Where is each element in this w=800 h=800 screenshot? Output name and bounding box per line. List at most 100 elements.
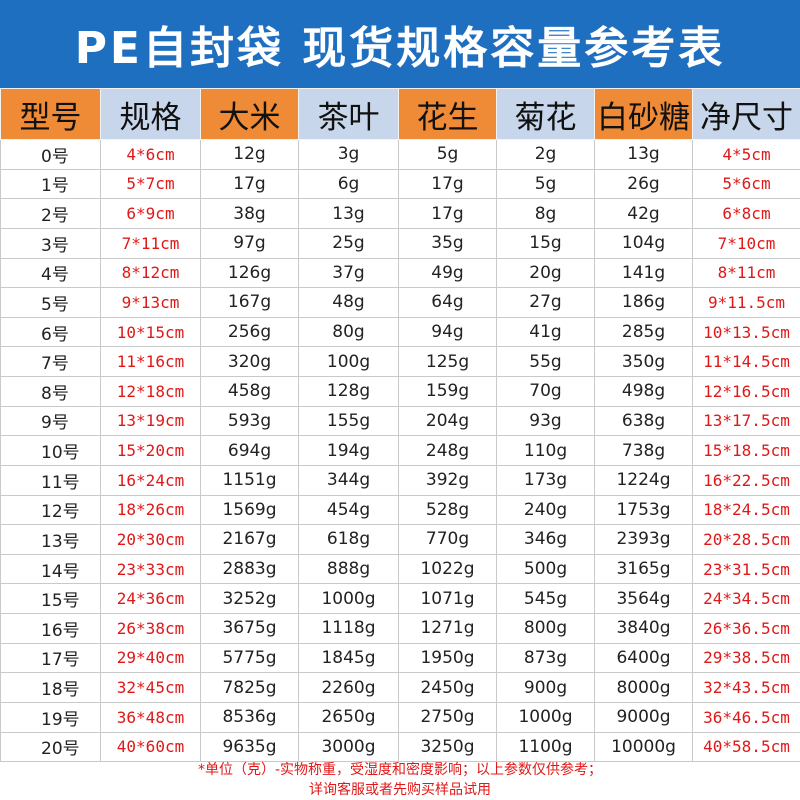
cell-sugar: 638g — [594, 405, 693, 437]
cell-rice: 3252g — [200, 583, 299, 614]
cell-chrysanthemum: 873g — [496, 642, 595, 674]
cell-chrysanthemum: 93g — [496, 405, 595, 437]
table-body: 0号 4*6cm 12g 3g 5g 2g 13g 4*5cm 1号 5*7cm 17g 6g 17g 5… — [0, 139, 800, 763]
cell-rice: 167g — [200, 287, 299, 318]
cell-spec: 9*13cm — [100, 287, 201, 318]
cell-net-size: 9*11.5cm — [692, 287, 800, 318]
cell-rice: 593g — [200, 405, 299, 437]
cell-model: 7号 — [0, 346, 101, 377]
cell-model: 18号 — [0, 672, 101, 703]
cell-spec: 11*16cm — [100, 346, 201, 377]
cell-model: 2号 — [0, 198, 101, 229]
cell-net-size: 23*31.5cm — [692, 553, 800, 585]
cell-tea: 618g — [298, 524, 399, 555]
cell-peanut: 5g — [398, 139, 497, 170]
cell-peanut: 49g — [398, 257, 497, 289]
cell-net-size: 6*8cm — [692, 198, 800, 229]
cell-rice: 2883g — [200, 553, 299, 585]
cell-rice: 97g — [200, 227, 299, 259]
cell-sugar: 350g — [594, 346, 693, 377]
cell-rice: 17g — [200, 168, 299, 200]
cell-peanut: 17g — [398, 168, 497, 200]
footnote-line-2: 详询客服或者先购买样品试用 — [309, 782, 491, 798]
cell-rice: 9635g — [200, 731, 299, 763]
cell-model: 10号 — [0, 435, 101, 466]
cell-rice: 8536g — [200, 701, 299, 733]
cell-net-size: 5*6cm — [692, 168, 800, 200]
title-bar: PE自封袋 现货规格容量参考表 — [0, 0, 800, 88]
cell-sugar: 141g — [594, 257, 693, 289]
cell-tea: 2650g — [298, 701, 399, 733]
table-row: 8号 12*18cm 458g 128g 159g 70g 498g 12*16.5cm — [0, 376, 800, 407]
cell-chrysanthemum: 900g — [496, 672, 595, 703]
cell-peanut: 392g — [398, 464, 497, 496]
cell-peanut: 94g — [398, 316, 497, 348]
cell-chrysanthemum: 1000g — [496, 701, 595, 733]
cell-rice: 126g — [200, 257, 299, 289]
cell-sugar: 13g — [594, 139, 693, 170]
cell-net-size: 4*5cm — [692, 139, 800, 170]
header-tea: 茶叶 — [298, 88, 399, 140]
cell-net-size: 20*28.5cm — [692, 524, 800, 555]
cell-chrysanthemum: 800g — [496, 613, 595, 644]
cell-peanut: 204g — [398, 405, 497, 437]
cell-sugar: 738g — [594, 435, 693, 466]
cell-tea: 48g — [298, 287, 399, 318]
header-net-size: 净尺寸 — [692, 88, 800, 140]
cell-net-size: 40*58.5cm — [692, 731, 800, 763]
cell-rice: 7825g — [200, 672, 299, 703]
capacity-table: 型号 规格 大米 茶叶 花生 菊花 白砂糖 净尺寸 0号 4*6cm 12g 3g 5g… — [0, 88, 800, 763]
cell-sugar: 285g — [594, 316, 693, 348]
cell-tea: 80g — [298, 316, 399, 348]
cell-peanut: 3250g — [398, 731, 497, 763]
cell-tea: 888g — [298, 553, 399, 585]
cell-tea: 1845g — [298, 642, 399, 674]
cell-net-size: 12*16.5cm — [692, 376, 800, 407]
cell-spec: 13*19cm — [100, 405, 201, 437]
cell-spec: 4*6cm — [100, 139, 201, 170]
cell-chrysanthemum: 41g — [496, 316, 595, 348]
header-chrysanthemum: 菊花 — [496, 88, 595, 140]
cell-spec: 20*30cm — [100, 524, 201, 555]
table-row: 1号 5*7cm 17g 6g 17g 5g 26g 5*6cm — [0, 168, 800, 200]
cell-net-size: 18*24.5cm — [692, 494, 800, 526]
cell-net-size: 36*46.5cm — [692, 701, 800, 733]
cell-peanut: 528g — [398, 494, 497, 526]
cell-chrysanthemum: 1100g — [496, 731, 595, 763]
cell-chrysanthemum: 173g — [496, 464, 595, 496]
cell-model: 3号 — [0, 227, 101, 259]
footnote: *单位（克）-实物称重，受湿度和密度影响；以上参数仅供参考； 详询客服或者先购买… — [0, 760, 800, 800]
cell-net-size: 11*14.5cm — [692, 346, 800, 377]
cell-model: 11号 — [0, 464, 101, 496]
cell-tea: 155g — [298, 405, 399, 437]
cell-tea: 100g — [298, 346, 399, 377]
cell-peanut: 35g — [398, 227, 497, 259]
header-row: 型号 规格 大米 茶叶 花生 菊花 白砂糖 净尺寸 — [0, 88, 800, 140]
cell-model: 14号 — [0, 553, 101, 585]
cell-model: 6号 — [0, 316, 101, 348]
cell-rice: 458g — [200, 376, 299, 407]
cell-chrysanthemum: 110g — [496, 435, 595, 466]
cell-rice: 694g — [200, 435, 299, 466]
table-row: 16号 26*38cm 3675g 1118g 1271g 800g 3840g 26*36.… — [0, 613, 800, 644]
cell-tea: 194g — [298, 435, 399, 466]
cell-net-size: 32*43.5cm — [692, 672, 800, 703]
cell-rice: 320g — [200, 346, 299, 377]
table-row: 19号 36*48cm 8536g 2650g 2750g 1000g 9000g 36*46… — [0, 701, 800, 733]
cell-net-size: 7*10cm — [692, 227, 800, 259]
cell-model: 20号 — [0, 731, 101, 763]
header-model: 型号 — [0, 88, 101, 140]
cell-spec: 12*18cm — [100, 376, 201, 407]
cell-chrysanthemum: 346g — [496, 524, 595, 555]
table-row: 10号 15*20cm 694g 194g 248g 110g 738g 15*18.5cm — [0, 435, 800, 466]
cell-peanut: 2750g — [398, 701, 497, 733]
cell-tea: 1118g — [298, 613, 399, 644]
cell-spec: 26*38cm — [100, 613, 201, 644]
cell-rice: 5775g — [200, 642, 299, 674]
cell-sugar: 104g — [594, 227, 693, 259]
cell-model: 8号 — [0, 376, 101, 407]
page-title: PE自封袋 现货规格容量参考表 — [74, 23, 726, 74]
cell-tea: 6g — [298, 168, 399, 200]
cell-chrysanthemum: 500g — [496, 553, 595, 585]
